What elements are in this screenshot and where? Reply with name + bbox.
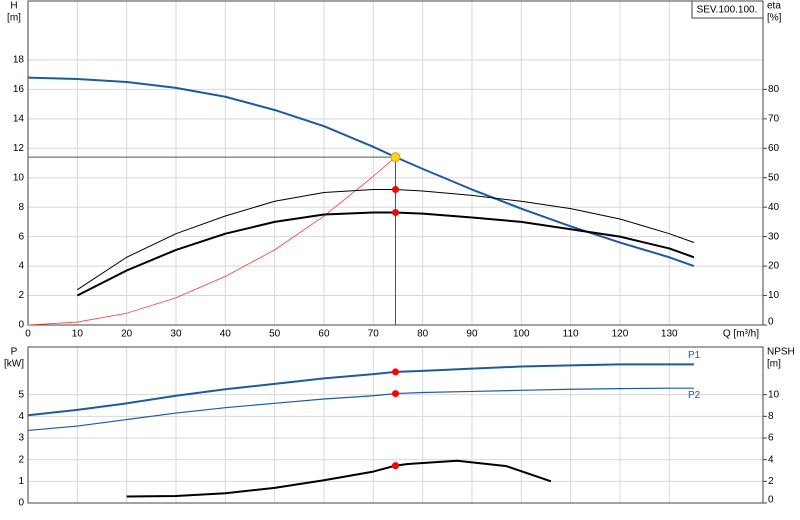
y2-tick-label: 8 bbox=[768, 411, 774, 422]
curve bbox=[126, 459, 552, 498]
y-tick-label: 0 bbox=[18, 320, 24, 331]
duty-point bbox=[392, 368, 399, 376]
y2-tick-label: 80 bbox=[768, 84, 780, 95]
x-tick-label: 70 bbox=[368, 329, 380, 340]
y2-axis-title: NPSH bbox=[767, 347, 795, 358]
curve bbox=[77, 189, 695, 291]
x-tick-label: 120 bbox=[612, 329, 629, 340]
series-label: P2 bbox=[688, 390, 701, 401]
y-tick-label: 0 bbox=[18, 498, 24, 509]
y-tick-label: 12 bbox=[13, 143, 25, 154]
x-tick-label: 30 bbox=[170, 329, 182, 340]
y-tick-label: 1 bbox=[18, 476, 24, 487]
y-axis-unit: [kW] bbox=[4, 359, 24, 370]
y-tick-label: 3 bbox=[18, 433, 24, 444]
y2-tick-label: 50 bbox=[768, 172, 780, 183]
plot-frame bbox=[27, 346, 764, 504]
y-axis-unit: [m] bbox=[7, 13, 21, 24]
duty-point bbox=[392, 390, 399, 398]
y-tick-label: 2 bbox=[18, 290, 24, 301]
y2-tick-label: 0 bbox=[768, 495, 774, 506]
y2-tick-label: 60 bbox=[768, 143, 780, 154]
y2-tick-label: 6 bbox=[768, 433, 774, 444]
duty-point bbox=[390, 152, 401, 163]
y-tick-label: 4 bbox=[18, 411, 24, 422]
curve bbox=[27, 363, 694, 417]
y-tick-label: 10 bbox=[13, 172, 25, 183]
curve bbox=[27, 156, 396, 326]
y-tick-label: 6 bbox=[18, 231, 24, 242]
x-tick-label: 130 bbox=[661, 329, 678, 340]
y2-tick-label: 30 bbox=[768, 231, 780, 242]
y2-axis-unit: [%] bbox=[767, 13, 782, 24]
curve bbox=[76, 211, 695, 297]
duty-point bbox=[392, 208, 399, 216]
x-tick-label: 80 bbox=[417, 329, 429, 340]
y2-tick-label: 2 bbox=[768, 476, 774, 487]
model-box bbox=[691, 0, 764, 19]
y2-tick-label: 40 bbox=[768, 202, 780, 213]
x-tick-label: 20 bbox=[121, 329, 133, 340]
duty-point bbox=[392, 186, 399, 194]
x-tick-label: 110 bbox=[563, 329, 579, 340]
y-axis-title: P bbox=[11, 347, 18, 358]
x-tick-label: 10 bbox=[72, 329, 84, 340]
y-tick-label: 8 bbox=[18, 202, 24, 213]
y2-tick-label: 0 bbox=[768, 317, 774, 328]
y2-axis-title: eta bbox=[767, 1, 781, 12]
x-tick-label: 60 bbox=[318, 329, 330, 340]
y-tick-label: 14 bbox=[13, 113, 25, 124]
model-label: SEV.100.100. bbox=[697, 5, 758, 16]
x-tick-label: 40 bbox=[220, 329, 232, 340]
duty-point bbox=[392, 462, 399, 470]
y2-tick-label: 20 bbox=[768, 261, 780, 272]
y-tick-label: 16 bbox=[13, 84, 25, 95]
x-tick-label: 50 bbox=[269, 329, 281, 340]
y2-axis-unit: [m] bbox=[767, 359, 781, 370]
curve bbox=[27, 387, 694, 432]
y2-tick-label: 10 bbox=[768, 290, 780, 301]
y-tick-label: 18 bbox=[13, 55, 25, 66]
x-tick-label: 90 bbox=[466, 329, 478, 340]
y2-tick-label: 4 bbox=[768, 454, 774, 465]
curve bbox=[27, 76, 695, 268]
x-tick-label: 100 bbox=[513, 329, 530, 340]
y2-tick-label: 10 bbox=[768, 389, 780, 400]
y-tick-label: 5 bbox=[18, 389, 24, 400]
x-tick-label: 0 bbox=[25, 329, 31, 340]
y-axis-title: H bbox=[10, 1, 17, 12]
x-axis-title: Q [m³/h] bbox=[723, 329, 759, 340]
y-tick-label: 2 bbox=[18, 454, 24, 465]
y2-tick-label: 70 bbox=[768, 113, 780, 124]
y-tick-label: 4 bbox=[18, 261, 24, 272]
series-label: P1 bbox=[688, 350, 701, 361]
